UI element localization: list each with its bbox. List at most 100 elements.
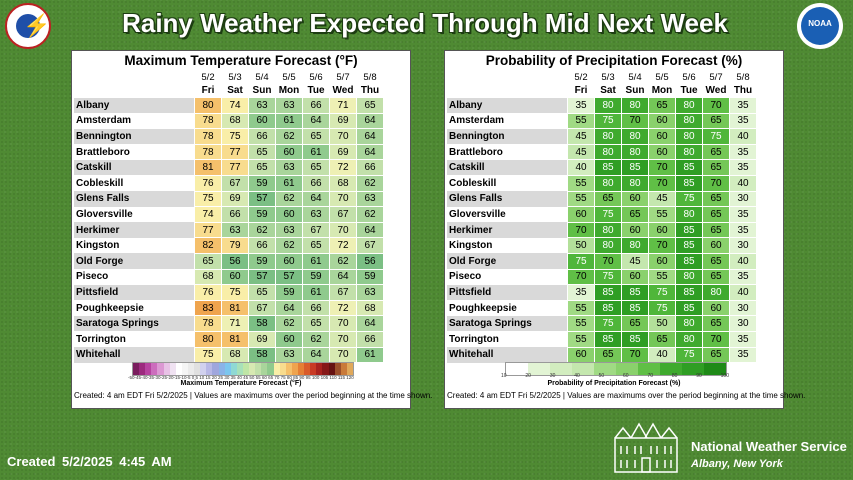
- temp-day-header: Sat: [227, 85, 243, 96]
- temp-value-cell: 70: [329, 346, 357, 364]
- table-row: Cobleskill 55 80 80 70 85 70 40: [447, 174, 757, 192]
- legend-swatch: [334, 363, 341, 375]
- pop-value-cell: 80: [675, 315, 703, 332]
- location-name: Brattleboro: [76, 146, 130, 158]
- legend-tick: 100: [720, 373, 729, 379]
- temp-value-cell: 80: [194, 97, 222, 114]
- temp-day-header: Mon: [278, 85, 300, 96]
- legend-swatch: [218, 363, 225, 375]
- precip-footnote: Created: 4 am EDT Fri 5/2/2025 | Values …: [447, 391, 806, 400]
- legend-tick: 50: [598, 373, 605, 379]
- pop-value-cell: 30: [729, 315, 757, 332]
- legend-swatch: [194, 363, 201, 375]
- temp-value-cell: 72: [329, 299, 357, 317]
- legend-swatch: [550, 363, 572, 375]
- temp-date-header: 5/2: [201, 72, 215, 83]
- temp-value-cell: 65: [302, 237, 330, 254]
- pop-day-header: Thu: [733, 85, 753, 96]
- pop-value-cell: 35: [729, 268, 757, 286]
- table-row: Kingston 82 79 66 62 65 72 67: [74, 237, 384, 254]
- temp-value-cell: 69: [221, 190, 249, 208]
- pop-value-cell: 70: [648, 237, 676, 254]
- office-location: Albany, New York: [691, 458, 783, 470]
- table-row: Glens Falls 55 65 60 45 75 65 30: [447, 190, 757, 208]
- temp-value-cell: 68: [221, 112, 249, 130]
- pop-value-cell: 60: [621, 221, 649, 239]
- temp-value-cell: 59: [248, 252, 276, 270]
- pop-corner: [447, 71, 568, 84]
- temperature-legend-ticks: -50-45-40-35-30-25-20-15-10-5 0 5 10 15 …: [128, 375, 354, 380]
- legend-tick: 70: [647, 373, 653, 379]
- temp-value-cell: 67: [248, 299, 276, 317]
- table-row: Kingston 50 80 80 70 85 60 30: [447, 237, 757, 254]
- temp-value-cell: 75: [221, 128, 249, 145]
- pop-value-cell: 45: [567, 128, 595, 145]
- legend-tick: 90: [696, 373, 702, 379]
- pop-day-header: Wed: [705, 85, 727, 96]
- legend-swatch: [291, 363, 298, 375]
- noaa-logo: NOAA: [797, 3, 843, 49]
- pop-value-cell: 35: [729, 143, 757, 161]
- legend-swatch: [297, 363, 305, 375]
- pop-value-cell: 60: [621, 268, 649, 286]
- pop-value-cell: 35: [729, 97, 757, 114]
- temp-value-cell: 64: [302, 190, 330, 208]
- table-row: Poughkeepsie 83 81 67 64 66 72 68: [74, 299, 384, 317]
- pop-value-cell: 35: [729, 221, 757, 239]
- legend-swatch: [273, 363, 280, 375]
- location-name: Glens Falls: [447, 191, 568, 207]
- pop-value-cell: 75: [594, 206, 622, 223]
- temp-value-cell: 72: [329, 159, 357, 176]
- legend-swatch: [187, 363, 195, 375]
- legend-swatch: [340, 363, 347, 375]
- temp-value-cell: 76: [194, 174, 222, 192]
- pop-value-cell: 45: [567, 143, 595, 161]
- precip-color-legend: [505, 362, 727, 376]
- pop-value-cell: 80: [675, 206, 703, 223]
- location-name: Gloversville: [76, 208, 133, 220]
- temp-value-cell: 65: [248, 284, 276, 301]
- temp-value-cell: 70: [329, 330, 357, 348]
- legend-swatch: [704, 363, 726, 375]
- pop-value-cell: 85: [594, 299, 622, 317]
- temp-value-cell: 61: [302, 284, 330, 301]
- table-row: Amsterdam 55 75 70 60 80 65 35: [447, 112, 757, 130]
- pop-value-cell: 80: [594, 143, 622, 161]
- legend-swatch: [255, 363, 262, 375]
- pop-value-cell: 70: [594, 252, 622, 270]
- temp-value-cell: 64: [356, 143, 384, 161]
- pop-value-cell: 65: [648, 330, 676, 348]
- pop-date-header: 5/2: [574, 72, 588, 83]
- pop-value-cell: 85: [675, 159, 703, 176]
- location-name: Bennington: [74, 128, 195, 145]
- temp-value-cell: 60: [275, 143, 303, 161]
- office-building-icon: [614, 422, 678, 473]
- temp-value-cell: 64: [356, 315, 384, 332]
- pop-value-cell: 80: [621, 97, 649, 114]
- temp-value-cell: 62: [356, 206, 384, 223]
- temp-value-cell: 74: [221, 97, 249, 114]
- temp-value-cell: 66: [248, 237, 276, 254]
- legend-swatch: [163, 363, 170, 375]
- pop-value-cell: 75: [648, 299, 676, 317]
- legend-swatch: [236, 363, 243, 375]
- temperature-footnote: Created: 4 am EDT Fri 5/2/2025 | Values …: [74, 391, 433, 400]
- pop-value-cell: 70: [567, 268, 595, 286]
- temp-value-cell: 60: [248, 112, 276, 130]
- pop-value-cell: 80: [621, 143, 649, 161]
- temp-value-cell: 62: [302, 330, 330, 348]
- temp-value-cell: 57: [248, 268, 276, 286]
- pop-value-cell: 50: [567, 237, 595, 254]
- table-row: Old Forge 65 56 59 60 61 62 56: [74, 252, 384, 270]
- temp-value-cell: 64: [356, 112, 384, 130]
- legend-swatch: [169, 363, 176, 375]
- temp-value-cell: 77: [221, 159, 249, 176]
- location-name: Glens Falls: [74, 191, 195, 207]
- pop-value-cell: 80: [594, 128, 622, 145]
- legend-swatch: [310, 363, 317, 375]
- legend-swatch: [594, 363, 616, 375]
- pop-value-cell: 40: [648, 346, 676, 364]
- table-row: Whitehall 75 68 58 63 64 70 61: [74, 346, 384, 364]
- temp-value-cell: 64: [275, 299, 303, 317]
- office-name: National Weather Service: [691, 439, 847, 454]
